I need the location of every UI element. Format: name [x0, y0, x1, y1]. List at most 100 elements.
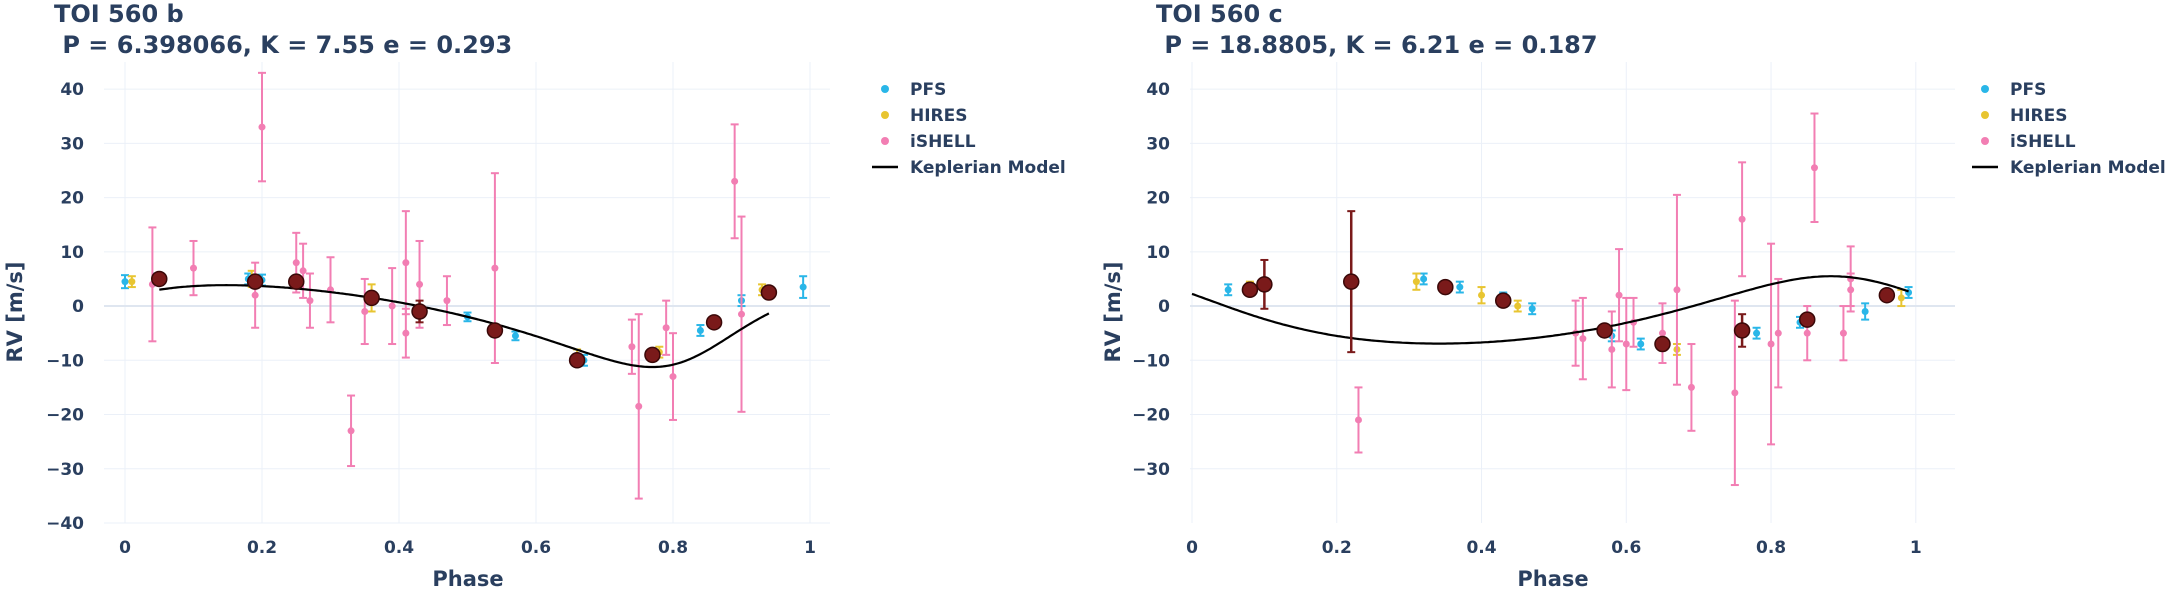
ishell-point: [361, 307, 369, 315]
legend-label-hires: HIRES: [910, 106, 968, 126]
hires-point: [1478, 291, 1486, 299]
binned-point: [1437, 278, 1454, 296]
x-tick-label: 0.6: [1611, 538, 1641, 558]
ishell-point: [1803, 329, 1811, 337]
chart-subtitle: P = 18.8805, K = 6.21 e = 0.187: [1156, 31, 1598, 59]
legend-swatch-pfs: [881, 85, 889, 93]
ishell-point: [1608, 345, 1616, 353]
binned-point: [568, 352, 586, 369]
y-tick-label: 0: [1158, 297, 1170, 317]
ishell-point: [1687, 383, 1695, 391]
chart-title: TOI 560 b: [54, 0, 184, 28]
ishell-point: [731, 177, 739, 185]
ishell-point: [347, 427, 355, 435]
x-axis-label: Phase: [1517, 567, 1588, 589]
ishell-point: [669, 373, 677, 381]
binned-point: [705, 314, 723, 331]
binned-point: [363, 289, 380, 307]
binned-point: [288, 273, 305, 290]
binned-point: [644, 346, 661, 364]
legend-swatch-hires: [1981, 111, 1989, 119]
plot-area[interactable]: 0 0.2 0.4 0.6 0.8 1 −40 −30 −20 −10 0 10 20 30 40: [46, 62, 830, 558]
y-tick-label: −20: [46, 406, 84, 426]
binned-point: [246, 273, 264, 290]
y-tick-label: 0: [72, 297, 84, 317]
binned-point: [1596, 322, 1613, 339]
y-tick-label: −30: [46, 460, 84, 480]
legend-swatch-pfs: [1981, 85, 1989, 93]
y-tick-label: −10: [46, 351, 84, 371]
chart-subtitle: P = 6.398066, K = 7.55 e = 0.293: [54, 31, 512, 59]
ishell-point: [1839, 329, 1847, 337]
legend-label-ishell: iSHELL: [910, 132, 976, 152]
binned-point: [151, 270, 168, 288]
binned-point: [1342, 273, 1360, 290]
ishell-point: [388, 302, 396, 310]
ishell-point: [1774, 329, 1782, 337]
y-tick-label: 30: [60, 134, 84, 154]
pfs-point: [1420, 275, 1428, 283]
ishell-point: [1579, 335, 1587, 343]
pfs-point: [696, 326, 704, 334]
keplerian-model-line: [159, 283, 770, 369]
keplerian-model-line: [1191, 275, 1909, 345]
hires-point: [1514, 302, 1522, 310]
x-tick-label: 0.4: [384, 538, 414, 558]
ishell-point: [1738, 215, 1746, 223]
ishell-point: [1615, 291, 1623, 299]
ishell-point: [1731, 389, 1739, 397]
legend-label-hires: HIRES: [2010, 106, 2068, 126]
y-tick-label: −40: [46, 514, 84, 534]
pfs-point: [1456, 283, 1464, 291]
y-tick-label: 30: [1146, 134, 1170, 154]
x-tick-label: 0.8: [1756, 538, 1786, 558]
x-tick-label: 0.2: [247, 538, 277, 558]
pfs-point: [1224, 286, 1232, 294]
rv-panel-toi-560-c: TOI 560 c P = 18.8805, K = 6.21 e = 0.18…: [1101, 0, 2166, 589]
legend: PFS HIRES iSHELL Keplerian Model: [872, 80, 1066, 178]
legend-label-keplerian-model: Keplerian Model: [910, 158, 1066, 178]
binned-point: [1798, 311, 1816, 328]
ishell-point: [251, 291, 259, 299]
y-axis-label: RV [m/s]: [1101, 262, 1125, 363]
y-tick-label: 20: [1146, 189, 1170, 209]
plot-area[interactable]: 0 0.2 0.4 0.6 0.8 1 −30 −20 −10 0 10 20 30 40: [1132, 62, 1955, 558]
ishell-point: [628, 343, 636, 351]
ishell-point: [662, 324, 670, 332]
hires-point: [1897, 294, 1905, 302]
pfs-point: [121, 278, 129, 286]
x-tick-label: 0.2: [1322, 538, 1352, 558]
x-tick-label: 1: [804, 538, 816, 558]
ishell-point: [1354, 416, 1362, 424]
ishell-point: [635, 402, 643, 410]
binned-point: [1494, 292, 1512, 309]
legend-swatch-hires: [881, 111, 889, 119]
rv-panel-toi-560-b: TOI 560 b P = 6.398066, K = 7.55 e = 0.2…: [3, 0, 1066, 589]
ishell-point: [306, 297, 314, 305]
legend-label-keplerian-model: Keplerian Model: [2010, 158, 2166, 178]
ishell-point: [1622, 340, 1630, 348]
ishell-point: [738, 310, 745, 318]
x-tick-label: 0.8: [658, 538, 688, 558]
ishell-point: [1847, 286, 1855, 294]
legend-label-pfs: PFS: [2010, 80, 2046, 100]
ishell-point: [299, 267, 307, 275]
y-tick-label: 20: [60, 189, 84, 209]
pfs-point: [799, 283, 807, 291]
hires-point: [1412, 278, 1420, 286]
ishell-point: [1673, 286, 1681, 294]
ishell-point: [491, 264, 499, 272]
x-tick-label: 0: [1186, 538, 1198, 558]
legend-label-ishell: iSHELL: [2010, 132, 2076, 152]
ishell-point: [402, 259, 410, 267]
binned-point: [1733, 322, 1751, 339]
binned-point: [1878, 286, 1896, 304]
ishell-point: [1810, 164, 1818, 172]
y-tick-label: 10: [60, 243, 84, 263]
y-axis-label: RV [m/s]: [3, 262, 27, 363]
x-tick-label: 0.6: [521, 538, 551, 558]
legend-label-pfs: PFS: [910, 80, 946, 100]
ishell-point: [292, 259, 300, 267]
binned-point: [486, 322, 504, 339]
